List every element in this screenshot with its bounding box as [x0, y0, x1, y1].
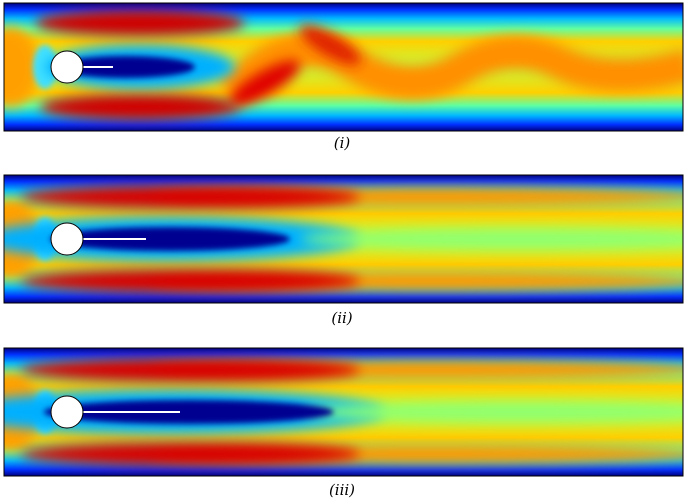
caption: (i) [334, 134, 351, 152]
flow-panel [4, 175, 683, 303]
panel-frame [3, 2, 684, 132]
caption: (ii) [331, 309, 352, 327]
vortex [299, 25, 361, 65]
cylinder [50, 50, 84, 84]
shear-layer [20, 185, 360, 209]
caption: (iii) [329, 481, 355, 499]
vortex [229, 60, 301, 106]
shear-layer [20, 442, 360, 466]
shear-layer [35, 10, 245, 36]
vortex-street [217, 33, 683, 105]
cylinder [50, 222, 84, 256]
shear-layer [20, 358, 360, 382]
flow-panel [4, 348, 683, 476]
inlet-region [4, 27, 40, 107]
panel-frame [3, 347, 684, 477]
wake [55, 56, 195, 78]
centerline [300, 402, 683, 422]
shear-layer [40, 94, 240, 120]
flow-panel [4, 3, 683, 131]
wake [50, 227, 290, 251]
panel-frame [3, 174, 684, 304]
wake [43, 400, 334, 424]
cylinder [50, 395, 84, 429]
shear-layer [20, 269, 360, 293]
centerline [300, 229, 683, 249]
